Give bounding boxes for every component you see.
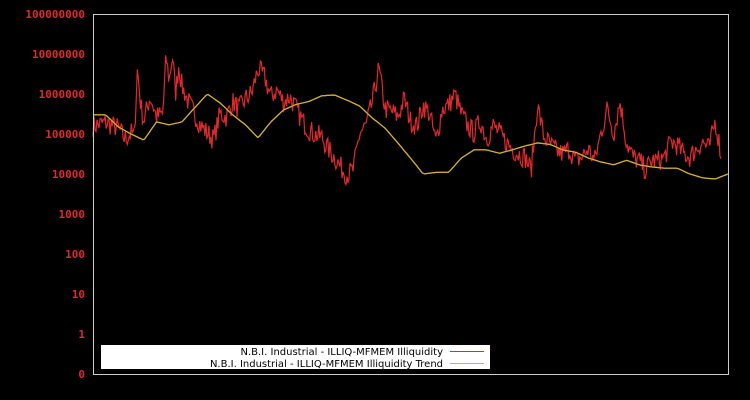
y-tick-label: 1000 — [59, 208, 86, 221]
y-tick-label: 1000000 — [39, 88, 85, 101]
legend-box — [101, 345, 490, 369]
y-tick-label: 10000 — [52, 168, 85, 181]
y-tick-label: 100000000 — [25, 8, 85, 21]
legend: N.B.I. Industrial - ILLIQ-MFMEM Illiquid… — [101, 345, 490, 370]
y-axis-tick-labels: 1000000001000000010000001000001000010001… — [25, 8, 85, 381]
y-tick-label: 10000000 — [32, 48, 85, 61]
series-layer — [92, 55, 729, 186]
y-tick-label: 100000 — [45, 128, 85, 141]
y-tick-label: 0 — [78, 368, 85, 381]
plot-area-frame — [93, 14, 729, 375]
y-tick-label: 100 — [65, 248, 85, 261]
legend-label-trend: N.B.I. Industrial - ILLIQ-MFMEM Illiquid… — [210, 359, 443, 370]
legend-label-illiquidity: N.B.I. Industrial - ILLIQ-MFMEM Illiquid… — [240, 347, 443, 358]
illiquidity-series-line — [92, 55, 722, 186]
y-tick-label: 1 — [78, 328, 85, 341]
y-tick-label: 10 — [72, 288, 85, 301]
trend-series-line-overlay — [93, 93, 729, 180]
